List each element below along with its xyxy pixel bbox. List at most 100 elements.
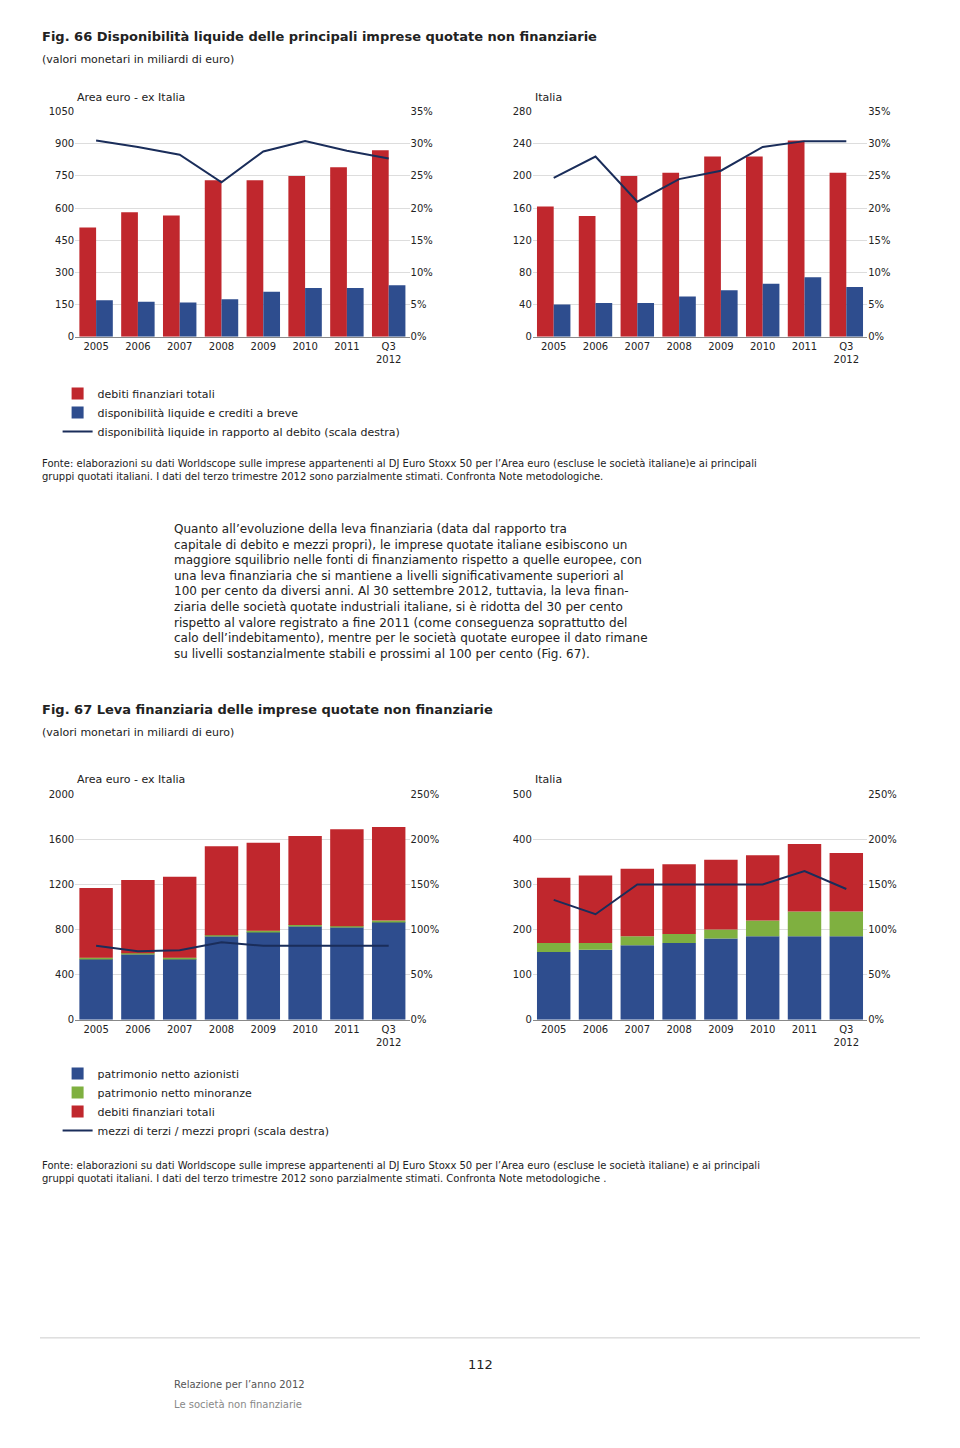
svg-text:Italia: Italia — [535, 91, 562, 104]
svg-text:2005: 2005 — [83, 1024, 108, 1035]
svg-text:10%: 10% — [868, 267, 890, 278]
svg-text:30%: 30% — [868, 138, 890, 149]
svg-text:2010: 2010 — [292, 1024, 317, 1035]
svg-text:100%: 100% — [411, 924, 440, 935]
svg-text:40: 40 — [519, 299, 532, 310]
svg-text:0%: 0% — [411, 331, 427, 342]
svg-text:20%: 20% — [411, 203, 433, 214]
svg-text:2011: 2011 — [334, 1024, 359, 1035]
svg-text:5%: 5% — [868, 299, 884, 310]
svg-text:200: 200 — [513, 924, 532, 935]
svg-text:2008: 2008 — [666, 341, 691, 352]
svg-text:1050: 1050 — [49, 106, 74, 117]
svg-text:30%: 30% — [411, 138, 433, 149]
svg-text:patrimonio netto minoranze: patrimonio netto minoranze — [98, 1087, 252, 1100]
svg-text:2000: 2000 — [49, 789, 74, 800]
svg-text:2006: 2006 — [583, 341, 608, 352]
svg-text:Fonte: elaborazioni su dati Wo: Fonte: elaborazioni su dati Worldscope s… — [42, 1160, 760, 1184]
svg-text:750: 750 — [55, 170, 74, 181]
svg-text:250%: 250% — [868, 789, 897, 800]
svg-text:mezzi di terzi / mezzi propri: mezzi di terzi / mezzi propri (scala des… — [98, 1125, 329, 1138]
svg-text:Fig. 67 Leva finanziaria delle: Fig. 67 Leva finanziaria delle imprese q… — [42, 702, 493, 717]
svg-text:Q32012: Q32012 — [834, 1024, 859, 1048]
svg-text:2010: 2010 — [750, 341, 775, 352]
svg-text:disponibilità liquide in rappo: disponibilità liquide in rapporto al deb… — [98, 426, 400, 439]
svg-text:100: 100 — [513, 969, 532, 980]
svg-text:35%: 35% — [868, 106, 890, 117]
svg-text:0: 0 — [68, 1014, 74, 1025]
svg-text:2005: 2005 — [541, 1024, 566, 1035]
svg-text:2011: 2011 — [334, 341, 359, 352]
svg-text:1200: 1200 — [49, 879, 74, 890]
svg-text:25%: 25% — [411, 170, 433, 181]
svg-text:disponibilità liquide e credit: disponibilità liquide e crediti a breve — [98, 407, 299, 420]
svg-text:280: 280 — [513, 106, 532, 117]
svg-text:200%: 200% — [411, 834, 440, 845]
svg-text:2008: 2008 — [209, 1024, 234, 1035]
svg-text:0: 0 — [525, 331, 531, 342]
svg-text:0%: 0% — [868, 1014, 884, 1025]
svg-text:0: 0 — [525, 1014, 531, 1025]
svg-text:Fig. 66 Disponibilità liquide: Fig. 66 Disponibilità liquide delle prin… — [42, 29, 597, 44]
svg-text:1600: 1600 — [49, 834, 74, 845]
svg-text:2006: 2006 — [583, 1024, 608, 1035]
svg-text:(valori monetari in miliardi d: (valori monetari in miliardi di euro) — [42, 726, 234, 739]
svg-text:(valori monetari in miliardi d: (valori monetari in miliardi di euro) — [42, 53, 234, 66]
svg-text:Q32012: Q32012 — [834, 341, 859, 365]
svg-text:15%: 15% — [868, 235, 890, 246]
svg-text:0: 0 — [68, 331, 74, 342]
svg-text:patrimonio netto azionisti: patrimonio netto azionisti — [98, 1068, 239, 1081]
svg-text:50%: 50% — [411, 969, 433, 980]
svg-text:2005: 2005 — [83, 341, 108, 352]
svg-text:25%: 25% — [868, 170, 890, 181]
svg-text:20%: 20% — [868, 203, 890, 214]
svg-text:400: 400 — [55, 969, 74, 980]
svg-text:150: 150 — [55, 299, 74, 310]
svg-text:Fonte: elaborazioni su dati Wo: Fonte: elaborazioni su dati Worldscope s… — [42, 458, 757, 482]
svg-text:600: 600 — [55, 203, 74, 214]
svg-text:2007: 2007 — [625, 341, 650, 352]
svg-text:800: 800 — [55, 924, 74, 935]
svg-text:Area euro - ex Italia: Area euro - ex Italia — [77, 773, 185, 786]
svg-text:Le società non finanziarie: Le società non finanziarie — [174, 1399, 302, 1410]
svg-text:2010: 2010 — [292, 341, 317, 352]
svg-text:2007: 2007 — [167, 341, 192, 352]
svg-text:15%: 15% — [411, 235, 433, 246]
svg-text:2009: 2009 — [251, 341, 276, 352]
svg-text:debiti finanziari totali: debiti finanziari totali — [98, 388, 215, 401]
svg-text:2010: 2010 — [750, 1024, 775, 1035]
svg-text:Quanto all’evoluzione della le: Quanto all’evoluzione della leva finanzi… — [174, 522, 648, 661]
svg-text:400: 400 — [513, 834, 532, 845]
svg-text:200: 200 — [513, 170, 532, 181]
svg-text:2005: 2005 — [541, 341, 566, 352]
svg-text:240: 240 — [513, 138, 532, 149]
svg-text:160: 160 — [513, 203, 532, 214]
svg-text:120: 120 — [513, 235, 532, 246]
svg-text:112: 112 — [468, 1357, 493, 1372]
svg-text:0%: 0% — [411, 1014, 427, 1025]
svg-text:2008: 2008 — [666, 1024, 691, 1035]
svg-text:5%: 5% — [411, 299, 427, 310]
svg-text:2009: 2009 — [708, 1024, 733, 1035]
svg-text:150%: 150% — [411, 879, 440, 890]
svg-text:debiti finanziari totali: debiti finanziari totali — [98, 1106, 215, 1119]
svg-text:450: 450 — [55, 235, 74, 246]
svg-text:2007: 2007 — [625, 1024, 650, 1035]
svg-text:35%: 35% — [411, 106, 433, 117]
svg-text:300: 300 — [513, 879, 532, 890]
svg-text:Area euro - ex Italia: Area euro - ex Italia — [77, 91, 185, 104]
svg-text:Q32012: Q32012 — [376, 1024, 401, 1048]
svg-text:2011: 2011 — [792, 341, 817, 352]
svg-text:2006: 2006 — [125, 1024, 150, 1035]
svg-text:150%: 150% — [868, 879, 897, 890]
svg-text:50%: 50% — [868, 969, 890, 980]
svg-text:0%: 0% — [868, 331, 884, 342]
svg-text:2009: 2009 — [708, 341, 733, 352]
svg-text:10%: 10% — [411, 267, 433, 278]
svg-text:2011: 2011 — [792, 1024, 817, 1035]
svg-text:900: 900 — [55, 138, 74, 149]
svg-text:200%: 200% — [868, 834, 897, 845]
svg-text:2009: 2009 — [251, 1024, 276, 1035]
svg-text:2006: 2006 — [125, 341, 150, 352]
svg-text:250%: 250% — [411, 789, 440, 800]
